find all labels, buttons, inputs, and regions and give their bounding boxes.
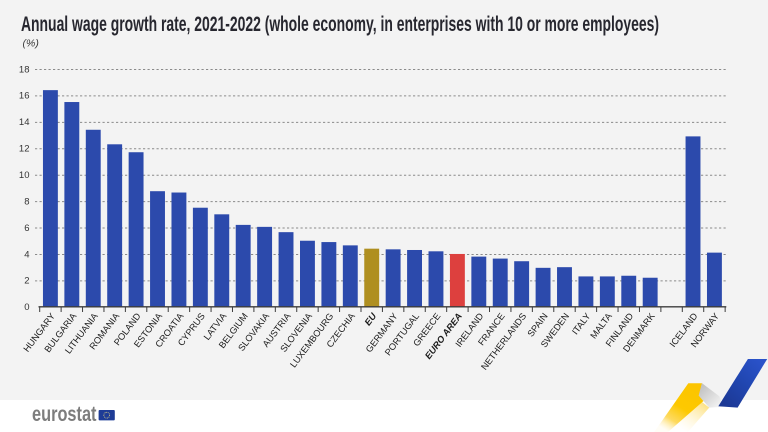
svg-text:16: 16	[19, 91, 30, 102]
svg-text:6: 6	[24, 223, 29, 234]
svg-text:0: 0	[24, 302, 29, 313]
svg-text:14: 14	[19, 117, 30, 128]
svg-text:12: 12	[19, 144, 30, 155]
svg-text:10: 10	[19, 170, 30, 181]
svg-text:eurostat: eurostat	[32, 403, 97, 426]
svg-text:8: 8	[24, 196, 29, 207]
svg-text:Annual wage growth rate, 2021-: Annual wage growth rate, 2021-2022 (whol…	[21, 13, 659, 36]
svg-text:4: 4	[24, 249, 29, 260]
svg-text:18: 18	[19, 64, 30, 75]
svg-text:2: 2	[24, 276, 29, 287]
svg-text:(%): (%)	[23, 38, 39, 50]
